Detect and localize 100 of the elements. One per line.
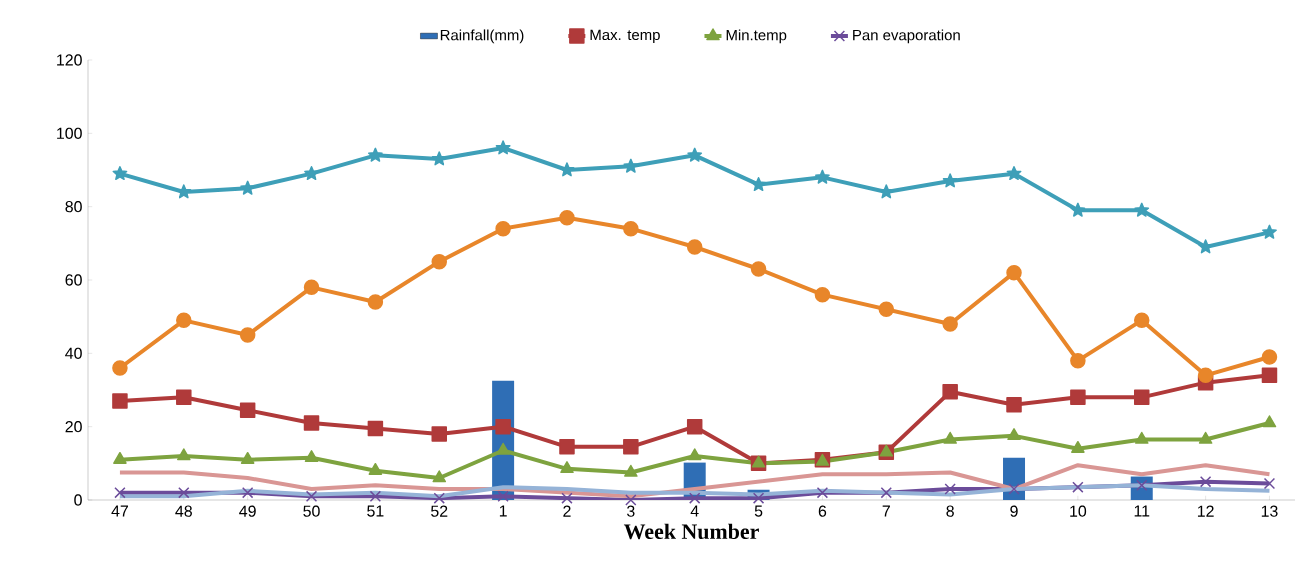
point [623, 439, 639, 455]
point [1134, 389, 1150, 406]
point [1134, 202, 1150, 217]
x-tick-label: 6 [818, 505, 827, 517]
y-tick-label: 20 [65, 421, 82, 433]
point [1198, 431, 1213, 444]
point [178, 486, 190, 499]
point [814, 286, 831, 303]
y-tick-label: 120 [57, 54, 82, 66]
point [176, 389, 192, 406]
y-tick-label: 80 [65, 201, 82, 213]
point [751, 176, 766, 192]
point [689, 492, 701, 504]
point [369, 490, 382, 503]
point [304, 450, 319, 463]
point [304, 165, 319, 181]
point [1261, 367, 1278, 384]
point [112, 393, 128, 409]
point [944, 483, 956, 495]
point [1006, 264, 1022, 281]
point [623, 158, 639, 173]
point [1197, 367, 1214, 384]
point [368, 462, 383, 475]
point [624, 464, 638, 477]
point [942, 173, 958, 188]
point [305, 490, 318, 503]
point [559, 209, 575, 226]
point [497, 490, 509, 503]
point [816, 486, 829, 499]
point [559, 439, 575, 455]
point [880, 486, 892, 499]
point [878, 301, 895, 318]
point [1071, 440, 1085, 453]
point [1262, 415, 1277, 428]
point [433, 492, 445, 504]
point [239, 327, 256, 343]
y-tick-label: 0 [74, 494, 82, 506]
x-tick-label: 3 [627, 505, 635, 517]
point [560, 461, 574, 474]
point [495, 140, 511, 155]
point [114, 486, 126, 499]
point [686, 418, 703, 435]
point [496, 442, 510, 455]
point [750, 261, 767, 277]
x-tick-label: 12 [1197, 505, 1214, 517]
point [112, 360, 128, 376]
point [1070, 352, 1086, 369]
legend-label: Max. temp [590, 29, 660, 44]
point [431, 151, 447, 166]
point [1006, 165, 1022, 181]
legend-label: Min.temp [726, 29, 787, 44]
x-tick-label: 49 [239, 505, 256, 517]
point [367, 294, 384, 310]
point [303, 279, 320, 296]
point [1134, 312, 1150, 329]
point [367, 420, 384, 437]
point [113, 451, 127, 464]
point [1199, 475, 1212, 488]
point [623, 220, 639, 237]
point [176, 312, 192, 329]
x-tick-label: 52 [431, 505, 448, 517]
point [752, 492, 765, 504]
x-tick-label: 7 [882, 505, 890, 517]
point [367, 147, 383, 162]
point [687, 147, 703, 162]
point [303, 415, 320, 431]
point [1262, 224, 1277, 239]
point [1008, 483, 1020, 495]
point [751, 455, 766, 468]
point [240, 451, 255, 464]
point [942, 384, 958, 400]
y-tick-label: 100 [57, 127, 82, 139]
point [176, 448, 191, 461]
point [495, 418, 511, 435]
x-tick-label: 47 [111, 505, 128, 517]
x-tick-label: 8 [946, 505, 954, 517]
point [432, 470, 447, 483]
point [942, 316, 958, 332]
point [1261, 349, 1278, 365]
x-tick-label: 4 [690, 505, 699, 517]
y-tick-label: 60 [65, 274, 82, 286]
x-axis-title: Week Number [623, 523, 759, 540]
point [879, 444, 894, 457]
point [561, 492, 573, 504]
point [239, 402, 256, 418]
x-tick-label: 13 [1261, 505, 1278, 517]
x-tick-label: 11 [1134, 505, 1150, 517]
point [1263, 477, 1276, 490]
x-tick-label: 50 [303, 505, 320, 517]
point [241, 486, 254, 499]
x-tick-label: 9 [1010, 505, 1018, 517]
point [1070, 202, 1086, 217]
point [815, 169, 830, 184]
legend-label: Pan evaporation [853, 29, 960, 44]
point [1070, 389, 1086, 406]
point [1134, 431, 1149, 444]
point [686, 239, 703, 255]
point [625, 494, 637, 506]
point [1006, 396, 1022, 413]
legend-label: Rainfall(mm) [440, 29, 524, 44]
